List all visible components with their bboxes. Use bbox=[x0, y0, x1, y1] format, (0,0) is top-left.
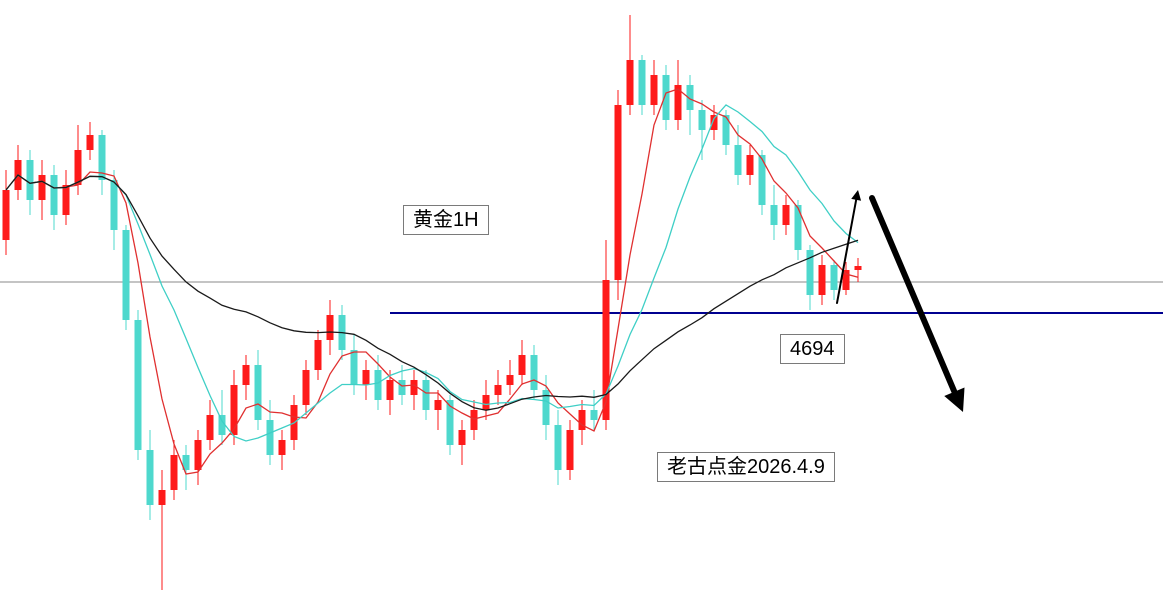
candle-up bbox=[86, 135, 94, 150]
candle-up bbox=[38, 175, 46, 200]
candle-up bbox=[62, 185, 70, 215]
candle-down bbox=[638, 60, 646, 105]
candle-up bbox=[206, 415, 214, 440]
watermark-label: 老古点金2026.4.9 bbox=[657, 452, 835, 482]
candle-up bbox=[506, 375, 514, 385]
candle-up bbox=[470, 410, 478, 430]
symbol-timeframe-label: 黄金1H bbox=[403, 205, 489, 235]
candle-up bbox=[518, 355, 526, 375]
candle-up bbox=[818, 265, 826, 295]
candle-up bbox=[302, 370, 310, 405]
candle-up bbox=[458, 430, 466, 445]
candle-up bbox=[314, 340, 322, 370]
candle-down bbox=[734, 145, 742, 175]
candle-up bbox=[482, 395, 490, 410]
candle-up bbox=[326, 315, 334, 340]
candle-up bbox=[410, 380, 418, 395]
ma-mid-line bbox=[5, 104, 859, 442]
candle-up bbox=[602, 280, 610, 420]
candle-down bbox=[830, 265, 838, 290]
candle-up bbox=[578, 410, 586, 430]
candle-down bbox=[98, 135, 106, 180]
candle-up bbox=[710, 115, 718, 130]
projection-down-arrow-head bbox=[944, 387, 965, 412]
candle-up bbox=[242, 365, 250, 385]
candle-down bbox=[50, 175, 58, 215]
candle-down bbox=[266, 420, 274, 455]
candle-down bbox=[218, 415, 226, 435]
candle-down bbox=[110, 180, 118, 230]
candle-up bbox=[362, 370, 370, 385]
price-level-label: 4694 bbox=[780, 334, 845, 364]
candle-up bbox=[746, 155, 754, 175]
ma-slow-line bbox=[5, 174, 859, 411]
candle-down bbox=[26, 160, 34, 200]
candle-down bbox=[806, 250, 814, 295]
candle-down bbox=[122, 230, 130, 320]
projection-up-arrow bbox=[836, 198, 858, 304]
candle-up bbox=[566, 430, 574, 470]
candle-down bbox=[686, 85, 694, 110]
candle-down bbox=[446, 400, 454, 445]
candle-up bbox=[434, 400, 442, 410]
candle-up bbox=[158, 490, 166, 505]
candle-up bbox=[170, 455, 178, 490]
candle-down bbox=[554, 425, 562, 470]
candle-up bbox=[2, 190, 10, 240]
candle-down bbox=[398, 380, 406, 395]
candle-down bbox=[530, 355, 538, 390]
candle-up bbox=[842, 270, 850, 290]
projection-down-arrow bbox=[869, 195, 958, 395]
candle-up bbox=[194, 440, 202, 470]
candle-down bbox=[770, 205, 778, 225]
candle-down bbox=[590, 410, 598, 420]
candle-up bbox=[230, 385, 238, 435]
candle-down bbox=[794, 205, 802, 250]
candle-down bbox=[662, 75, 670, 120]
candle-up bbox=[650, 75, 658, 105]
candle-up bbox=[386, 380, 394, 400]
candle-up bbox=[854, 266, 862, 270]
candle-down bbox=[146, 450, 154, 505]
candle-up bbox=[74, 150, 82, 185]
candle-up bbox=[494, 385, 502, 395]
ma-fast-line bbox=[5, 88, 859, 475]
candle-down bbox=[350, 350, 358, 385]
candle-down bbox=[254, 365, 262, 420]
candle-up bbox=[626, 60, 634, 105]
candle-down bbox=[374, 370, 382, 400]
candle-up bbox=[674, 85, 682, 120]
candle-up bbox=[782, 205, 790, 225]
candle-down bbox=[722, 115, 730, 145]
candle-up bbox=[278, 440, 286, 455]
candle-up bbox=[614, 105, 622, 280]
candle-down bbox=[698, 110, 706, 130]
candle-down bbox=[134, 320, 142, 450]
candle-down bbox=[182, 455, 190, 470]
candle-down bbox=[422, 380, 430, 410]
candle-down bbox=[542, 390, 550, 425]
projection-up-arrow-head bbox=[851, 190, 862, 201]
candle-down bbox=[758, 155, 766, 205]
